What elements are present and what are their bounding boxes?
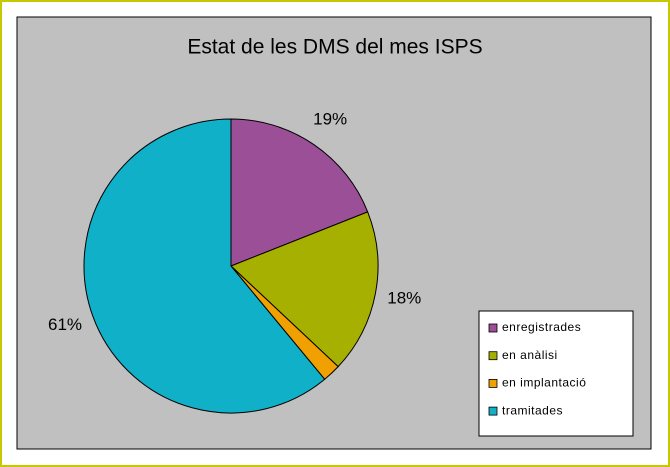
legend-label: en anàlisi bbox=[502, 348, 558, 362]
legend-label: tramitades bbox=[502, 403, 563, 417]
data-label: 61% bbox=[48, 315, 82, 334]
data-label: 18% bbox=[387, 289, 421, 308]
pie-slice bbox=[83, 118, 326, 414]
pie-slice bbox=[230, 118, 369, 267]
data-label: 19% bbox=[313, 110, 347, 129]
legend-swatch bbox=[488, 378, 498, 388]
pie-slice bbox=[230, 211, 379, 368]
legend-swatch bbox=[488, 351, 498, 361]
legend-box bbox=[478, 310, 634, 437]
legend-swatch bbox=[488, 323, 498, 333]
legend-label: enregistrades bbox=[502, 320, 581, 334]
chart-title: Estat de les DMS del mes ISPS bbox=[187, 36, 482, 59]
legend-label: en implantació bbox=[502, 376, 586, 390]
legend-swatch bbox=[488, 406, 498, 416]
